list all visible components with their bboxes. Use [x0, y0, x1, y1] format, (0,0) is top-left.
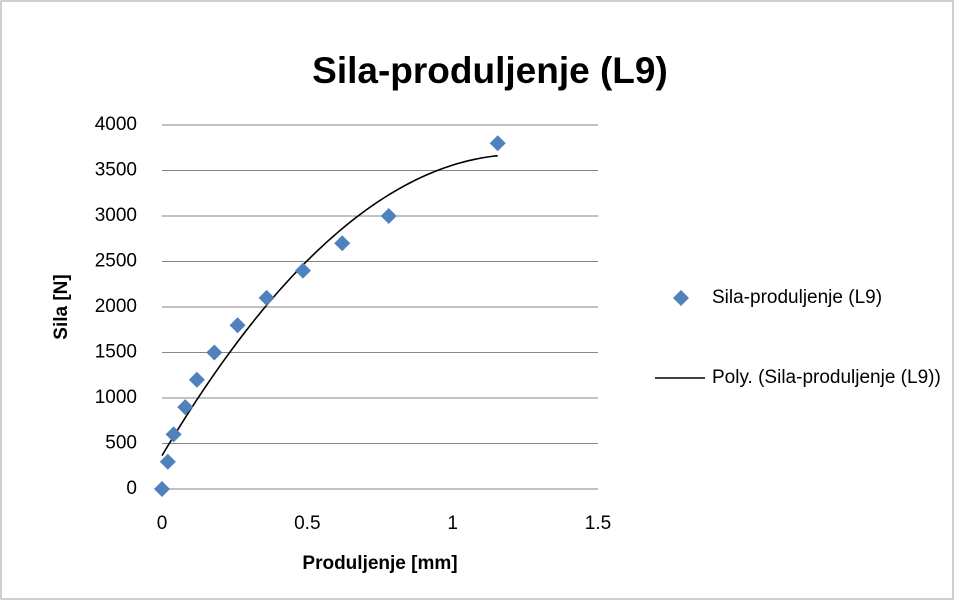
chart-title: Sila-produljenje (L9) — [312, 50, 668, 91]
data-point — [294, 262, 311, 279]
x-tick-label: 1.5 — [585, 513, 611, 534]
y-tick-label: 2000 — [95, 296, 137, 317]
data-point — [177, 399, 194, 416]
data-point — [206, 344, 223, 361]
y-tick-label: 1000 — [95, 387, 137, 408]
y-tick-label: 4000 — [95, 114, 137, 135]
data-point — [380, 208, 397, 224]
data-point — [489, 135, 506, 152]
legend-label: Sila-produljenje (L9) — [712, 287, 883, 308]
x-tick-label: 1 — [447, 513, 458, 534]
x-tick-label: 0.5 — [294, 513, 320, 534]
data-point — [159, 453, 176, 470]
data-point — [334, 235, 351, 252]
legend-label: Poly. (Sila-produljenje (L9)) — [712, 367, 941, 388]
legend-marker — [673, 290, 689, 306]
y-tick-label: 0 — [126, 478, 137, 499]
data-point — [154, 481, 170, 497]
x-tick-label: 0 — [157, 513, 168, 534]
trendline — [161, 154, 498, 457]
data-point — [229, 317, 246, 334]
data-point — [258, 289, 275, 306]
data-point — [188, 371, 205, 388]
y-tick-label: 500 — [105, 433, 137, 454]
y-tick-label: 3000 — [95, 205, 137, 226]
x-axis-label: Produljenje [mm] — [302, 553, 457, 574]
y-axis-label: Sila [N] — [51, 274, 72, 339]
y-tick-label: 1500 — [95, 342, 137, 363]
y-tick-label: 2500 — [95, 251, 137, 272]
data-point — [165, 426, 182, 443]
y-tick-label: 3500 — [95, 160, 137, 181]
